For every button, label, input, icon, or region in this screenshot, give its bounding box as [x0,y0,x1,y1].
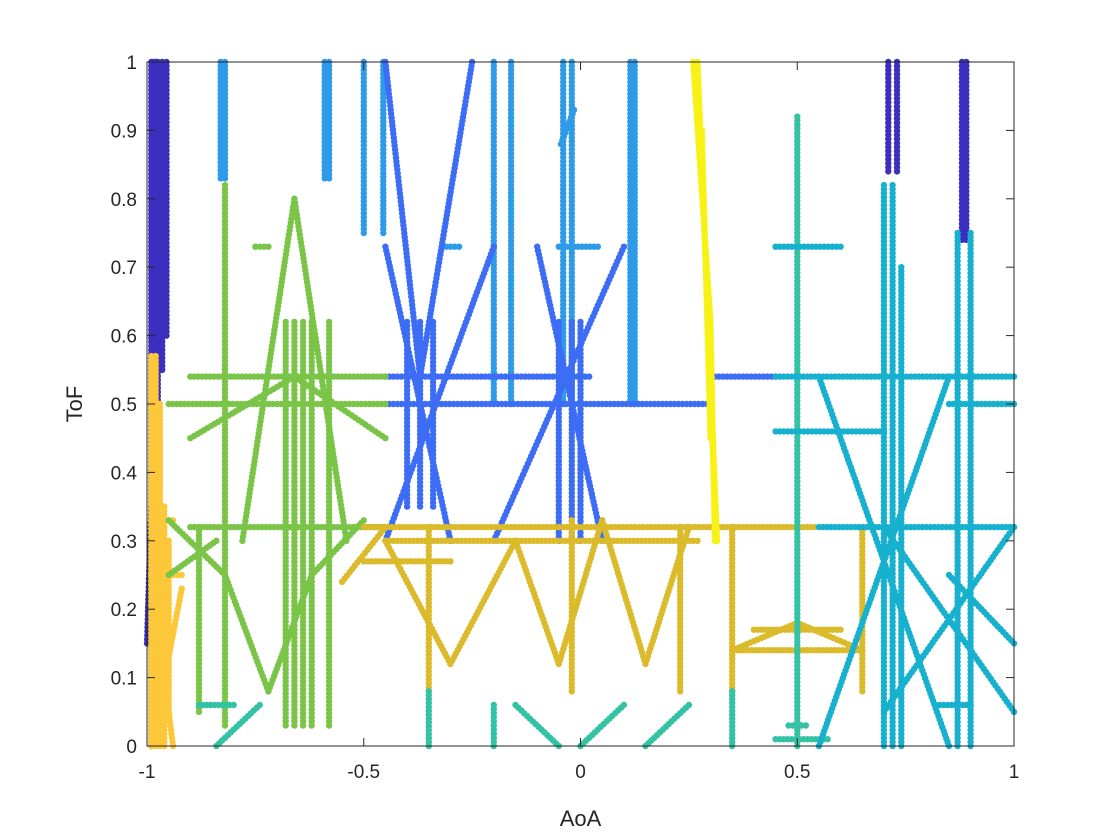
data-point [230,701,237,709]
data-point [282,318,289,326]
data-point [586,373,593,380]
data-point [837,626,844,633]
data-point [570,106,578,114]
data-point [221,181,229,189]
data-point [685,523,693,531]
data-point [291,318,298,326]
data-point [620,243,628,250]
data-point [165,537,172,544]
data-point [568,517,575,524]
data-point [382,400,389,408]
data-point [291,195,298,202]
data-point [156,400,164,408]
data-point [729,523,736,531]
data-point [178,571,185,579]
data-point [568,318,575,326]
data-point [382,435,389,442]
data-point [382,373,389,380]
data-point [677,523,684,531]
data-point [325,318,333,326]
data-point [694,537,701,544]
data-point [148,517,155,524]
data-points [143,58,1018,750]
data-point [213,537,220,544]
data-point [256,701,263,709]
data-point [594,243,601,250]
data-point [577,318,584,326]
data-point [416,373,424,380]
data-point [859,647,866,654]
data-point [455,243,463,250]
data-point [152,352,159,360]
data-point [425,523,432,531]
data-point [490,243,497,250]
data-point [148,352,155,360]
data-point [425,688,432,695]
data-point [382,523,389,531]
data-point [265,243,272,250]
data-point [360,517,367,524]
data-point [195,523,203,531]
data-point [161,503,168,510]
data-point [161,517,168,524]
data-point [178,585,185,592]
data-point [299,318,307,326]
data-point [416,318,424,326]
data-point [161,571,168,579]
data-point [534,243,541,250]
data-point [382,243,389,250]
data-point [447,558,454,565]
